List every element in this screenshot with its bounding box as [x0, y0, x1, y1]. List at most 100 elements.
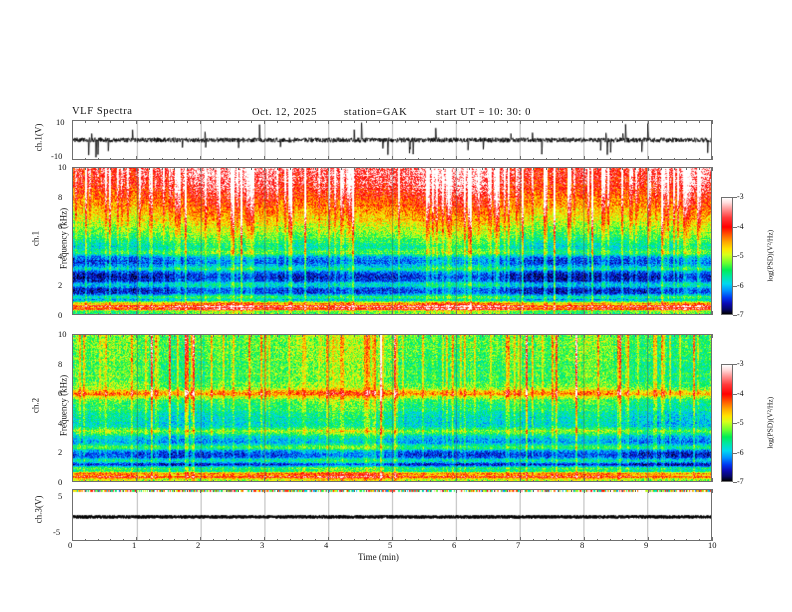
axis-tick-mark [507, 334, 508, 337]
axis-tick-mark [418, 538, 419, 541]
axis-tick-mark [405, 538, 406, 541]
axis-tick-mark [392, 156, 393, 160]
axis-tick-mark [302, 167, 303, 170]
axis-tick-mark [456, 334, 457, 338]
axis-tick-mark [712, 156, 713, 160]
ch3-ytick-bottom: -5 [53, 527, 61, 537]
axis-tick-mark [302, 120, 303, 123]
axis-tick-mark [610, 157, 611, 160]
x-tick-label: 7 [516, 540, 521, 550]
axis-tick-mark [213, 167, 214, 170]
axis-tick-mark [149, 120, 150, 123]
ch3-waveform-panel [72, 489, 712, 541]
axis-tick-mark [635, 312, 636, 315]
axis-tick-mark [277, 334, 278, 337]
colorbar-ch2 [721, 364, 733, 482]
axis-tick-mark [187, 157, 188, 160]
header-start-ut: start UT = 10: 30: 0 [436, 107, 532, 118]
axis-tick-mark [379, 479, 380, 482]
axis-tick-mark [354, 489, 355, 492]
axis-tick-mark [72, 156, 73, 160]
axis-tick-mark [174, 479, 175, 482]
axis-tick-mark [302, 479, 303, 482]
axis-tick-mark [354, 312, 355, 315]
axis-tick-mark [85, 538, 86, 541]
axis-tick-mark [635, 489, 636, 492]
axis-tick-mark [251, 167, 252, 170]
ch1-spectrogram-plot [73, 168, 711, 314]
colorbar-tick-label: -3 [737, 359, 744, 368]
x-axis-label: Time (min) [358, 552, 399, 562]
axis-tick-mark [200, 311, 201, 315]
x-tick-label: 8 [580, 540, 585, 550]
axis-tick-mark [482, 489, 483, 492]
axis-tick-mark [558, 167, 559, 170]
colorbar-tick-label: -4 [737, 388, 744, 398]
axis-tick-mark [610, 538, 611, 541]
axis-tick-mark [597, 538, 598, 541]
axis-tick-mark [110, 157, 111, 160]
axis-tick-mark [584, 537, 585, 541]
axis-tick-mark [661, 479, 662, 482]
axis-tick-mark [597, 312, 598, 315]
axis-tick-mark [277, 120, 278, 123]
axis-tick-mark [366, 538, 367, 541]
axis-tick-mark [379, 157, 380, 160]
ch1-spectrogram-ylabel-channel: ch.1 [30, 230, 41, 247]
axis-tick-mark [584, 156, 585, 160]
colorbar-tick-mark [733, 393, 737, 395]
axis-tick-mark [520, 311, 521, 315]
colorbar-ch2-gradient [722, 365, 732, 481]
axis-tick-mark [392, 167, 393, 171]
header-station: station=GAK [344, 107, 408, 118]
axis-tick-mark [123, 479, 124, 482]
axis-tick-mark [430, 167, 431, 170]
axis-tick-mark [418, 312, 419, 315]
axis-tick-mark [264, 334, 265, 338]
axis-tick-mark [85, 334, 86, 337]
axis-tick-mark [366, 489, 367, 492]
axis-tick-mark [251, 489, 252, 492]
axis-tick-mark [699, 120, 700, 123]
axis-tick-mark [507, 167, 508, 170]
axis-tick-mark [558, 334, 559, 337]
y-tick-label: 4 [58, 250, 63, 261]
axis-tick-mark [622, 167, 623, 170]
axis-tick-mark [264, 120, 265, 124]
axis-tick-mark [123, 489, 124, 492]
colorbar-ch2-label: log(PSD)(V²/Hz) [765, 396, 775, 449]
axis-tick-mark [520, 489, 521, 493]
axis-tick-mark [533, 538, 534, 541]
axis-tick-mark [699, 489, 700, 492]
axis-tick-mark [251, 538, 252, 541]
axis-tick-mark [149, 167, 150, 170]
axis-tick-mark [494, 312, 495, 315]
axis-tick-mark [187, 312, 188, 315]
axis-tick-mark [405, 167, 406, 170]
axis-tick-mark [635, 120, 636, 123]
axis-tick-mark [674, 538, 675, 541]
axis-tick-mark [494, 120, 495, 123]
axis-tick-mark [507, 538, 508, 541]
y-tick-label: 0 [58, 477, 63, 487]
axis-tick-mark [277, 157, 278, 160]
axis-tick-mark [686, 120, 687, 123]
x-tick-label: 6 [452, 540, 457, 550]
axis-tick-mark [520, 156, 521, 160]
axis-tick-mark [264, 311, 265, 315]
axis-tick-mark [85, 157, 86, 160]
axis-tick-mark [238, 157, 239, 160]
colorbar-tick-mark [733, 315, 737, 316]
axis-tick-mark [72, 167, 73, 171]
axis-tick-mark [200, 334, 201, 338]
axis-tick-mark [507, 479, 508, 482]
colorbar-tick-label: -5 [737, 418, 744, 427]
axis-tick-mark [482, 157, 483, 160]
axis-tick-mark [571, 489, 572, 492]
axis-tick-mark [456, 120, 457, 124]
colorbar-tick-mark [733, 226, 737, 228]
axis-tick-mark [533, 334, 534, 337]
axis-tick-mark [558, 489, 559, 492]
axis-tick-mark [213, 538, 214, 541]
axis-tick-mark [674, 167, 675, 170]
